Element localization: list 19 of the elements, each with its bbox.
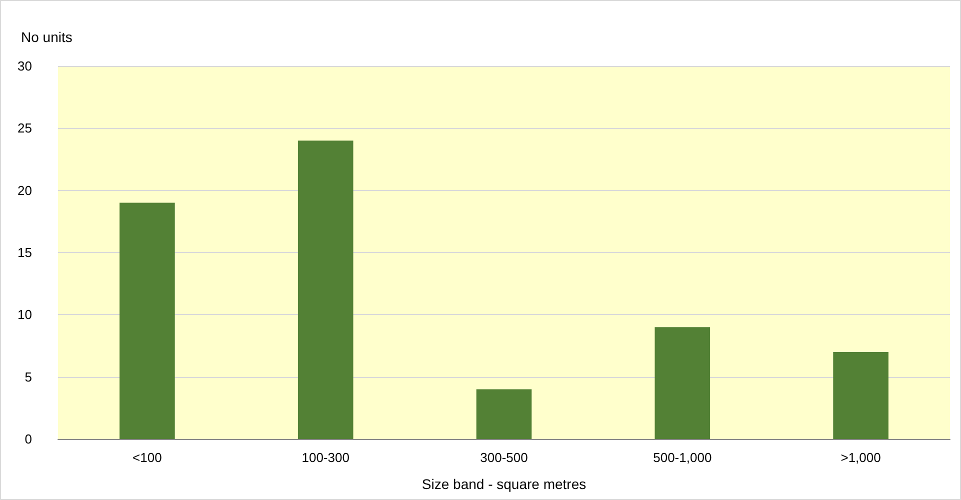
- y-tick-label: 10: [18, 307, 32, 322]
- y-tick-label: 5: [24, 369, 32, 384]
- bar: [654, 327, 710, 439]
- x-tick-label: 300-500: [480, 450, 528, 465]
- y-tick-label: 15: [18, 245, 32, 260]
- y-tick-label: 25: [18, 120, 32, 136]
- y-tick-label: 30: [18, 58, 32, 74]
- bar: [298, 140, 354, 439]
- y-tick-label: 0: [24, 432, 32, 446]
- bar: [833, 352, 888, 439]
- x-tick-label: >1,000: [840, 450, 881, 465]
- x-tick-label: 100-300: [302, 450, 350, 465]
- bar: [120, 202, 175, 439]
- x-axis-title: Size band - square metres: [422, 476, 586, 492]
- y-tick-label: 20: [18, 182, 32, 198]
- bar: [476, 389, 532, 439]
- y-axis-title: No units: [21, 29, 72, 45]
- x-tick-label: 500-1,000: [653, 450, 712, 465]
- x-tick-label: <100: [132, 450, 162, 465]
